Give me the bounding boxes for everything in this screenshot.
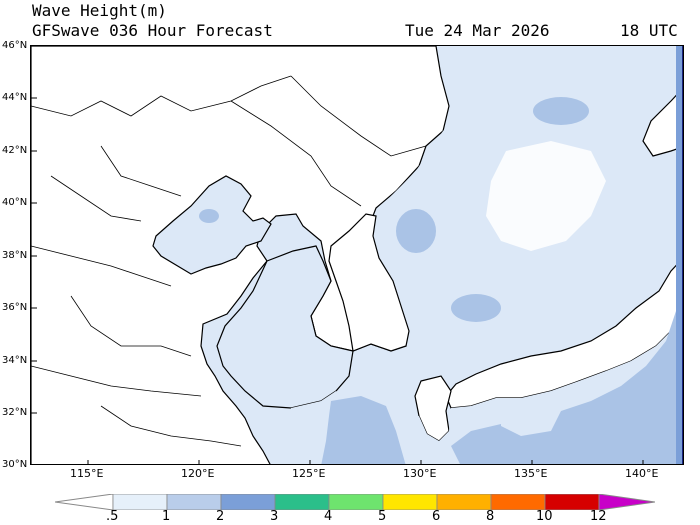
colorbar-label-2: 2 — [216, 509, 225, 524]
pacific-calm-zone — [501, 401, 561, 436]
east-sea-calm-zone — [486, 141, 606, 251]
east-china-sea-wave-field — [321, 396, 406, 464]
bohai-sea — [152, 175, 272, 275]
colorbar-label-5: 5 — [378, 509, 387, 524]
lon-label-130: 130°E — [403, 467, 437, 480]
colorbar-label-0: .5 — [106, 509, 119, 524]
lat-label-34: 34°N — [2, 355, 28, 366]
colorbar-seg-4 — [328, 494, 384, 510]
pacific-wave-field — [451, 268, 683, 464]
colorbar-seg-1 — [166, 494, 222, 510]
wave-height-map — [30, 45, 684, 465]
colorbar-label-1: 1 — [162, 509, 171, 524]
east-sea-wave-patch-west — [396, 209, 436, 253]
lat-label-44: 44°N — [2, 92, 28, 103]
lat-label-30: 30°N — [2, 459, 28, 470]
lat-ticks — [31, 46, 37, 414]
colorbar-seg-0 — [112, 494, 168, 510]
lon-label-135: 135°E — [514, 467, 548, 480]
east-sea-wave-patch-north — [533, 97, 589, 125]
colorbar-seg-7 — [490, 494, 546, 510]
forecast-label: GFSwave 036 Hour Forecast — [32, 21, 273, 40]
colorbar-seg-5 — [382, 494, 438, 510]
colorbar-label-6: 6 — [432, 509, 441, 524]
colorbar-seg-6 — [436, 494, 492, 510]
forecast-time: 18 UTC — [620, 21, 678, 40]
colorbar-label-9: 12 — [590, 509, 607, 524]
colorbar-label-4: 4 — [324, 509, 333, 524]
lon-ticks — [87, 460, 644, 464]
lat-label-38: 38°N — [2, 250, 28, 261]
colorbar-min-arrow — [55, 494, 114, 510]
lon-label-125: 125°E — [292, 467, 326, 480]
province-borders — [31, 75, 427, 447]
east-edge-wave-band — [676, 46, 683, 464]
map-canvas — [31, 46, 683, 464]
colorbar-label-3: 3 — [270, 509, 279, 524]
lat-label-42: 42°N — [2, 145, 28, 156]
colorbar-seg-3 — [274, 494, 330, 510]
bohai-wave-patch — [199, 209, 219, 223]
colorbar-seg-2 — [220, 494, 276, 510]
lat-label-32: 32°N — [2, 407, 28, 418]
lon-label-120: 120°E — [181, 467, 215, 480]
colorbar — [55, 494, 655, 510]
map-title: Wave Height(m) — [32, 1, 167, 20]
land-korea — [328, 213, 410, 352]
lon-label-115: 115°E — [70, 467, 104, 480]
colorbar-label-8: 10 — [536, 509, 553, 524]
lat-label-40: 40°N — [2, 197, 28, 208]
forecast-date: Tue 24 Mar 2026 — [405, 21, 550, 40]
colorbar-seg-8 — [544, 494, 600, 510]
colorbar-max-arrow — [598, 494, 655, 510]
lat-label-36: 36°N — [2, 302, 28, 313]
colorbar-label-7: 8 — [486, 509, 495, 524]
east-sea-wave-patch-south — [451, 294, 501, 322]
lat-label-46: 46°N — [2, 40, 28, 51]
east-edge-high-band — [682, 46, 683, 464]
lon-label-140: 140°E — [625, 467, 659, 480]
